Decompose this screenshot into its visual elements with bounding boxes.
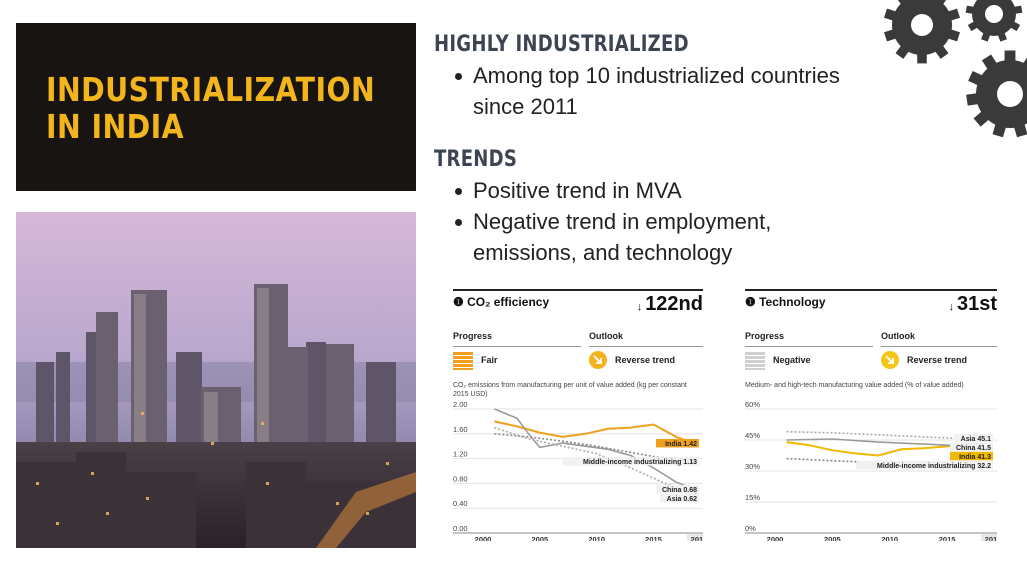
x-tick-label: 2015 [939,535,956,541]
metric-description: Medium- and high-tech manufacturing valu… [745,382,964,389]
co2-efficiency-panel: ❶ CO₂ efficiency ↓ 122nd Progress Outlook Fai… [453,289,703,544]
y-tick-label: 45% [745,431,760,440]
line-chart: 0.00 0.40 0.80 1.20 1.60 2.00 2000 2005 2010 2015… [453,401,703,541]
series-end-label: Middle-income industrializing 1.13 [583,459,697,466]
y-tick-label: 1.60 [453,425,468,434]
panel-rank: ↓ 122nd [637,293,703,316]
series-end-label: Middle-income industrializing 32.2 [877,463,991,470]
divider [453,346,581,347]
panel-title-text: CO₂ efficiency [467,295,550,309]
outlook-label: Outlook [589,331,623,341]
progress-status: Fair [481,355,498,365]
line-chart: 0% 15% 30% 45% 60% 2000 2005 2010 2015 2019 Asia 4… [745,401,997,541]
industrialized-bullet-list: Among top 10 industrialized countries si… [455,60,840,122]
x-tick-label: 2000 [767,535,784,541]
series-end-label-bg [562,456,699,466]
divider [745,346,873,347]
outlook-label: Outlook [881,331,915,341]
y-tick-label: 0.80 [453,474,468,483]
panel-top-rule [745,289,997,291]
series-end-label: Asia 45.1 [961,436,991,443]
gear-icon [965,0,1023,42]
y-tick-label: 0.40 [453,499,468,508]
panel-rank: ↓ 31st [948,293,997,316]
series-line-india [494,420,700,446]
rank-value: 122nd [645,293,703,315]
panel-title: ❶ Technology [745,295,826,309]
progress-swatch [453,352,473,370]
y-tick-label: 2.00 [453,401,468,409]
section-heading-industrialized: HIGHLY INDUSTRIALIZED [434,32,689,57]
list-item: Negative trend in employment, [455,206,771,237]
x-tick-label: 2010 [881,535,898,541]
list-item: Positive trend in MVA [455,175,771,206]
info-icon: ❶ [745,295,760,309]
series-line-asia [494,426,700,496]
progress-status: Negative [773,355,811,365]
x-tick-label: 2010 [588,535,605,541]
series-end-label: India 41.3 [959,454,991,461]
y-tick-label: 1.20 [453,450,468,459]
series-end-label-bg [950,442,993,452]
rank-value: 31st [956,293,997,315]
gear-icon [883,0,961,64]
rank-arrow: ↓ [636,301,643,313]
series-end-label: China 0.68 [662,487,697,494]
series-end-label-bg [659,493,699,503]
slide-title-line2: IN INDIA [46,107,185,146]
series-end-label-bg [656,438,699,448]
x-tick-label: 2000 [475,535,492,541]
x-tick-highlight [981,534,997,541]
y-tick-label: 30% [745,462,760,471]
list-item-continuation: emissions, and technology [473,240,733,265]
panel-top-rule [453,289,703,291]
progress-label: Progress [453,331,493,341]
y-tick-label: 0.00 [453,524,468,533]
list-item-continuation: since 2011 [473,94,578,119]
panel-title-text: Technology [759,295,826,309]
series-end-label-bg [950,451,993,461]
panel-title: ❶ CO₂ efficiency [453,295,549,309]
title-box: INDUSTRIALIZATION IN INDIA [16,23,416,191]
technology-panel: ❶ Technology ↓ 31st Progress Outlook Negative… [745,289,997,544]
divider [589,346,703,347]
list-item: Among top 10 industrialized countries [455,60,840,91]
gear-icon [966,50,1027,138]
slide-title: INDUSTRIALIZATION IN INDIA [46,70,376,146]
trend-arrow-icon [881,351,899,369]
slide-title-line1: INDUSTRIALIZATION [46,70,376,109]
y-tick-label: 0% [745,524,756,533]
y-tick-label: 60% [745,401,760,409]
rank-arrow: ↓ [948,301,954,313]
series-end-label: Asia 0.62 [667,496,697,503]
x-tick-label: 2005 [531,535,548,541]
x-tick-label: 2015 [645,535,662,541]
outlook-status: Reverse trend [615,355,676,365]
progress-label: Progress [745,331,785,341]
metric-description: CO₂ emissions from manufacturing per uni… [453,382,687,398]
series-end-label-bg [856,460,993,470]
divider [881,346,997,347]
outlook-status: Reverse trend [907,355,968,365]
trend-arrow-icon [589,351,607,369]
progress-swatch [745,352,765,370]
x-tick-label: 2019 [985,535,997,541]
series-end-label-bg [953,433,993,443]
trends-bullet-list: Positive trend in MVA Negative trend in … [455,175,771,268]
gear-icon [872,0,1027,140]
series-end-label-bg [656,484,699,494]
x-tick-label: 2019 [691,535,703,541]
series-end-label: India 1.42 [665,441,697,448]
y-tick-label: 15% [745,493,760,502]
section-heading-trends: TRENDS [434,147,518,172]
city-skyline-photo [16,212,416,548]
series-line-china [494,408,700,492]
info-icon: ❶ [453,295,468,309]
x-tick-label: 2005 [824,535,841,541]
series-end-label: China 41.5 [956,445,991,452]
x-tick-highlight [687,534,703,541]
